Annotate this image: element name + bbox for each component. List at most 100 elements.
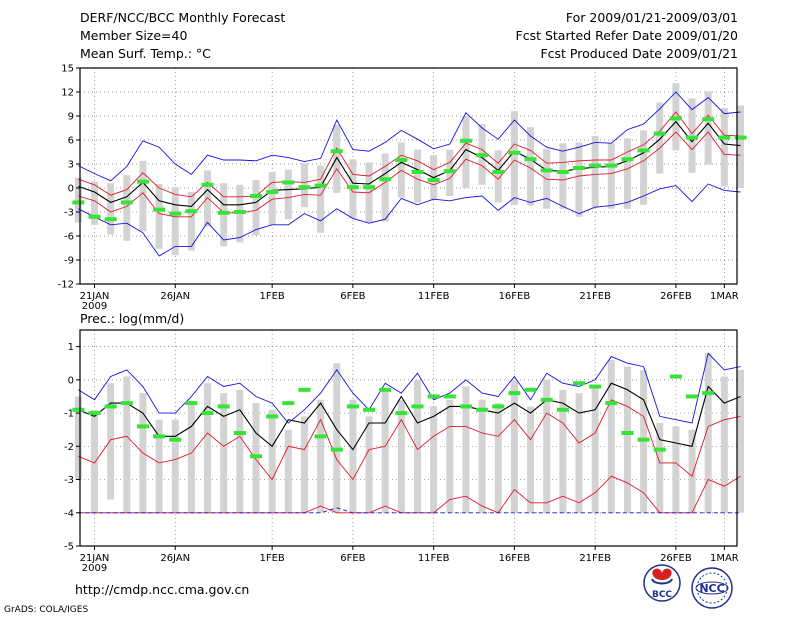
temp-median-marker <box>589 163 602 168</box>
temp-spread-box <box>284 169 292 220</box>
temp-median-marker <box>411 170 424 174</box>
temp-spread-box <box>575 142 583 217</box>
temp-x-tick-year: 2009 <box>82 301 107 312</box>
prec-spread-box <box>155 419 163 513</box>
prec-frame <box>79 329 738 547</box>
prec-median-marker <box>153 434 166 439</box>
temp-y-tick-label: -12 <box>58 280 74 291</box>
prec-y-tick-label: -2 <box>64 442 74 453</box>
prec-spread-box <box>204 383 212 513</box>
temp-y-tick-label: -3 <box>64 208 74 219</box>
temp-median-marker <box>621 157 634 162</box>
temp-lower-spread-line <box>78 131 741 218</box>
temperature-panel-title: Mean Surf. Temp.: °C <box>80 46 211 61</box>
prec-median-marker <box>653 447 666 452</box>
temp-median-marker <box>346 185 359 190</box>
temp-spread-box <box>204 170 212 227</box>
temp-spread-box <box>591 136 599 208</box>
temp-upper-spread-line <box>78 111 741 198</box>
temp-median-marker <box>120 200 133 205</box>
prec-median-marker <box>72 407 85 412</box>
temp-median-marker <box>72 200 85 205</box>
temp-median-marker <box>653 131 666 136</box>
prec-spread-box <box>510 379 518 513</box>
prec-spread-box <box>333 363 341 513</box>
temp-spread-box <box>252 180 260 236</box>
prec-spread-box <box>607 359 615 513</box>
temp-y-tick-label: -6 <box>64 232 74 243</box>
prec-spread-box <box>171 419 179 513</box>
temp-spread-box <box>559 143 567 209</box>
prec-spread-box <box>591 386 599 513</box>
temp-median-marker <box>169 211 182 216</box>
temp-median-marker <box>250 194 262 198</box>
temp-x-tick-label: 6FEB <box>340 291 365 302</box>
prec-spread-box <box>349 399 357 513</box>
prec-median-marker <box>621 431 634 436</box>
temp-median-marker <box>540 168 553 173</box>
prec-median-marker <box>282 401 295 406</box>
temp-median-marker <box>217 210 230 215</box>
bcc-logo-text: BCC <box>652 590 672 600</box>
forecast-period: For 2009/01/21-2009/03/01 <box>565 10 738 25</box>
temp-x-tick-label: 1MAR <box>710 291 739 302</box>
prec-median-marker <box>217 404 230 409</box>
prec-spread-box <box>187 403 195 513</box>
prec-spread-box <box>737 369 744 513</box>
prec-spread-box <box>74 396 82 480</box>
prec-median-marker <box>233 431 246 436</box>
temp-median-marker <box>233 210 246 214</box>
prec-median-marker <box>605 401 618 406</box>
prec-median-marker <box>669 374 682 379</box>
temp-x-tick-label: 1FEB <box>260 291 285 302</box>
temp-median-marker <box>88 214 101 219</box>
prec-spread-box <box>365 416 373 513</box>
temp-median-marker <box>330 149 343 154</box>
temp-spread-box <box>623 138 631 209</box>
temp-spread-box <box>123 175 131 241</box>
prec-spread-box <box>284 429 292 513</box>
prec-spread-box <box>704 353 712 513</box>
prec-x-tick-label: 6FEB <box>340 553 365 564</box>
prec-median-marker <box>298 387 311 392</box>
chart-title: DERF/NCC/BCC Monthly Forecast <box>80 10 286 25</box>
prec-median-marker <box>540 397 553 402</box>
temp-spread-box <box>187 192 195 251</box>
temp-spread-box <box>462 116 470 188</box>
prec-median-marker <box>686 394 699 399</box>
temp-median-marker <box>282 180 295 185</box>
prec-y-tick-label: -4 <box>64 508 74 519</box>
temp-median-marker <box>363 185 376 190</box>
prec-spread-box <box>543 379 551 513</box>
bcc-logo: BCC <box>643 564 681 602</box>
grads-credit: GrADS: COLA/IGES <box>4 605 89 615</box>
prec-spread-box <box>623 366 631 513</box>
temp-median-marker <box>669 116 682 121</box>
temp-spread-box <box>607 143 615 209</box>
prec-median-marker <box>88 411 101 416</box>
prec-y-tick-label: -5 <box>64 542 74 553</box>
temp-lower-bound-line <box>78 183 741 257</box>
prec-median-marker <box>411 404 424 409</box>
temp-x-tick-label: 21FEB <box>579 291 611 302</box>
temp-spread-box <box>494 150 502 203</box>
temp-spread-box <box>510 111 518 205</box>
prec-spread-box <box>123 376 131 513</box>
prec-median-marker <box>363 407 376 412</box>
temp-spread-box <box>155 184 163 249</box>
temp-x-tick-label: 11FEB <box>418 291 450 302</box>
temp-y-tick-label: 12 <box>61 88 74 99</box>
prec-median-marker <box>637 437 650 442</box>
prec-median-marker <box>379 387 392 392</box>
temp-x-tick-label: 26JAN <box>160 291 190 302</box>
prec-median-marker <box>169 437 182 442</box>
prec-spread-box <box>575 393 583 513</box>
prec-median-marker <box>508 391 521 396</box>
temp-median-marker <box>104 217 117 222</box>
prec-median-marker <box>395 411 408 416</box>
temp-median-marker <box>266 190 279 194</box>
prec-y-tick-label: 1 <box>68 342 74 353</box>
prec-spread-box <box>397 399 405 513</box>
prec-spread-box <box>236 389 244 513</box>
